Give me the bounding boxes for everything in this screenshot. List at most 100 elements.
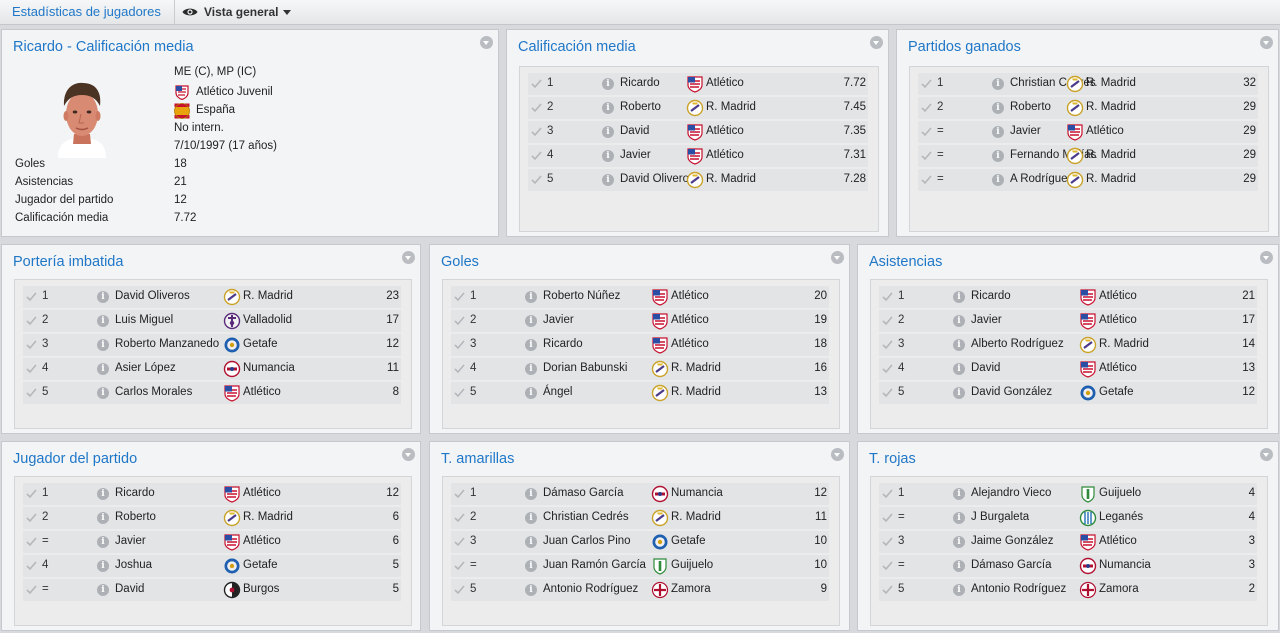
- info-icon[interactable]: i: [525, 315, 537, 327]
- checkmark-icon[interactable]: [882, 560, 893, 571]
- info-icon[interactable]: i: [992, 102, 1004, 114]
- table-row[interactable]: 5 i David González Getafe 12: [879, 382, 1257, 404]
- checkmark-icon[interactable]: [26, 339, 37, 350]
- panel-menu-button[interactable]: [402, 448, 415, 461]
- checkmark-icon[interactable]: [454, 584, 465, 595]
- player-name[interactable]: Dámaso García: [543, 487, 624, 499]
- checkmark-icon[interactable]: [531, 102, 542, 113]
- table-row[interactable]: 4 i Javier Atlético 7.31: [528, 145, 868, 167]
- club-name[interactable]: Getafe: [243, 559, 278, 571]
- club-name[interactable]: Atlético: [1099, 362, 1137, 374]
- info-icon[interactable]: i: [602, 150, 614, 162]
- table-row[interactable]: 5 i Carlos Morales Atlético 8: [23, 382, 401, 404]
- table-row[interactable]: 5 i Ángel R. Madrid 13: [451, 382, 829, 404]
- checkmark-icon[interactable]: [26, 512, 37, 523]
- player-name[interactable]: Joshua: [115, 559, 153, 571]
- info-icon[interactable]: i: [992, 174, 1004, 186]
- checkmark-icon[interactable]: [882, 536, 893, 547]
- panel-menu-button[interactable]: [831, 448, 844, 461]
- club-name[interactable]: Zamora: [671, 583, 711, 595]
- table-row[interactable]: 3 i Roberto Manzanedo Getafe 12: [23, 334, 401, 356]
- checkmark-icon[interactable]: [921, 150, 932, 161]
- info-icon[interactable]: i: [992, 78, 1004, 90]
- info-icon[interactable]: i: [953, 387, 965, 399]
- table-row[interactable]: 2 i Christian Cedrés R. Madrid 11: [451, 507, 829, 529]
- table-row[interactable]: 2 i Roberto R. Madrid 6: [23, 507, 401, 529]
- panel-title[interactable]: Goles: [441, 254, 479, 270]
- checkmark-icon[interactable]: [454, 315, 465, 326]
- info-icon[interactable]: i: [602, 126, 614, 138]
- panel-title[interactable]: Asistencias: [869, 254, 943, 270]
- table-row[interactable]: 1 i Dámaso García Numancia 12: [451, 483, 829, 505]
- table-row[interactable]: 4 i David Atlético 13: [879, 358, 1257, 380]
- panel-title[interactable]: Partidos ganados: [908, 39, 1021, 55]
- panel-title[interactable]: Jugador del partido: [13, 451, 138, 467]
- table-row[interactable]: 4 i Joshua Getafe 5: [23, 555, 401, 577]
- checkmark-icon[interactable]: [454, 387, 465, 398]
- info-icon[interactable]: i: [97, 315, 109, 327]
- breadcrumb-section[interactable]: Estadísticas de jugadores: [12, 4, 161, 19]
- player-name[interactable]: Ricardo: [543, 338, 583, 350]
- info-icon[interactable]: i: [525, 363, 537, 375]
- checkmark-icon[interactable]: [26, 291, 37, 302]
- checkmark-icon[interactable]: [921, 102, 932, 113]
- player-name[interactable]: Christian Cedrés: [543, 511, 629, 523]
- info-icon[interactable]: i: [953, 512, 965, 524]
- player-name[interactable]: Javier: [971, 314, 1002, 326]
- checkmark-icon[interactable]: [531, 78, 542, 89]
- table-row[interactable]: = i Javier Atlético 29: [918, 121, 1258, 143]
- table-row[interactable]: 3 i Alberto Rodríguez R. Madrid 14: [879, 334, 1257, 356]
- player-name[interactable]: Antonio Rodríguez: [971, 583, 1067, 595]
- player-name[interactable]: Juan Ramón García: [543, 559, 646, 571]
- player-name[interactable]: J Burgaleta: [971, 511, 1030, 523]
- table-row[interactable]: = i Javier Atlético 6: [23, 531, 401, 553]
- club-name[interactable]: R. Madrid: [1086, 149, 1136, 161]
- player-name[interactable]: Javier: [620, 149, 651, 161]
- checkmark-icon[interactable]: [454, 536, 465, 547]
- info-icon[interactable]: i: [97, 536, 109, 548]
- club-name[interactable]: Atlético: [243, 487, 281, 499]
- table-row[interactable]: = i J Burgaleta Leganés 4: [879, 507, 1257, 529]
- player-name[interactable]: Roberto: [115, 511, 156, 523]
- info-icon[interactable]: i: [953, 315, 965, 327]
- checkmark-icon[interactable]: [454, 363, 465, 374]
- info-icon[interactable]: i: [97, 512, 109, 524]
- player-club-link[interactable]: Atlético Juvenil: [196, 86, 273, 98]
- checkmark-icon[interactable]: [26, 387, 37, 398]
- club-name[interactable]: R. Madrid: [1086, 101, 1136, 113]
- table-row[interactable]: 1 i Alejandro Vieco Guijuelo 4: [879, 483, 1257, 505]
- club-name[interactable]: R. Madrid: [243, 290, 293, 302]
- table-row[interactable]: = i David Burgos 5: [23, 579, 401, 601]
- table-row[interactable]: 1 i Ricardo Atlético 7.72: [528, 73, 868, 95]
- panel-title[interactable]: T. amarillas: [441, 451, 515, 467]
- club-name[interactable]: Guijuelo: [671, 559, 714, 571]
- panel-menu-button[interactable]: [1260, 36, 1273, 49]
- checkmark-icon[interactable]: [882, 315, 893, 326]
- panel-menu-button[interactable]: [870, 36, 883, 49]
- table-row[interactable]: 4 i Asier López Numancia 11: [23, 358, 401, 380]
- panel-title[interactable]: Ricardo - Calificación media: [13, 39, 194, 55]
- player-name[interactable]: Carlos Morales: [115, 386, 193, 398]
- player-name[interactable]: Roberto Manzanedo: [115, 338, 220, 350]
- info-icon[interactable]: i: [97, 339, 109, 351]
- club-name[interactable]: Guijuelo: [1099, 487, 1142, 499]
- club-name[interactable]: Numancia: [671, 487, 723, 499]
- table-row[interactable]: 2 i Roberto R. Madrid 29: [918, 97, 1258, 119]
- info-icon[interactable]: i: [97, 584, 109, 596]
- club-name[interactable]: Atlético: [243, 386, 281, 398]
- table-row[interactable]: = i Juan Ramón García Guijuelo 10: [451, 555, 829, 577]
- table-row[interactable]: = i Dámaso García Numancia 3: [879, 555, 1257, 577]
- player-name[interactable]: David: [971, 362, 1001, 374]
- checkmark-icon[interactable]: [454, 488, 465, 499]
- view-selector[interactable]: Vista general: [182, 3, 292, 21]
- table-row[interactable]: 2 i Javier Atlético 17: [879, 310, 1257, 332]
- info-icon[interactable]: i: [525, 291, 537, 303]
- info-icon[interactable]: i: [953, 488, 965, 500]
- panel-title[interactable]: Calificación media: [518, 39, 636, 55]
- player-name[interactable]: Roberto: [620, 101, 661, 113]
- player-name[interactable]: Luis Miguel: [115, 314, 174, 326]
- player-name[interactable]: David: [620, 125, 650, 137]
- club-name[interactable]: R. Madrid: [1099, 338, 1149, 350]
- club-name[interactable]: Atlético: [1099, 314, 1137, 326]
- player-name[interactable]: Alejandro Vieco: [971, 487, 1052, 499]
